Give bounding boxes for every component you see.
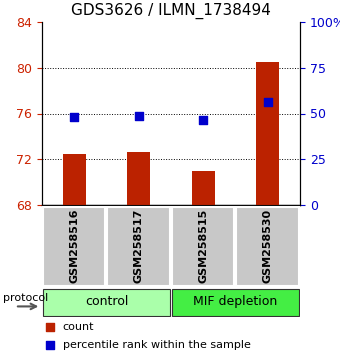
Text: GSM258530: GSM258530 <box>263 209 273 283</box>
Point <box>71 114 77 120</box>
Text: protocol: protocol <box>3 293 49 303</box>
Bar <box>63 154 86 205</box>
Text: GSM258517: GSM258517 <box>134 209 144 283</box>
Text: GSM258516: GSM258516 <box>69 209 79 283</box>
Point <box>265 99 271 105</box>
Bar <box>107 207 170 286</box>
Point <box>47 342 52 348</box>
Point <box>136 113 141 119</box>
Text: control: control <box>85 295 128 308</box>
Bar <box>192 171 215 205</box>
Text: GSM258515: GSM258515 <box>198 209 208 283</box>
Bar <box>42 207 105 286</box>
Bar <box>256 62 279 205</box>
Bar <box>128 152 150 205</box>
Title: GDS3626 / ILMN_1738494: GDS3626 / ILMN_1738494 <box>71 3 271 19</box>
Bar <box>172 207 234 286</box>
Bar <box>172 289 299 315</box>
Bar <box>42 289 170 315</box>
Text: count: count <box>63 322 94 332</box>
Point <box>47 325 52 330</box>
Bar <box>236 207 299 286</box>
Text: MIF depletion: MIF depletion <box>193 295 278 308</box>
Point <box>201 118 206 123</box>
Text: percentile rank within the sample: percentile rank within the sample <box>63 340 251 350</box>
